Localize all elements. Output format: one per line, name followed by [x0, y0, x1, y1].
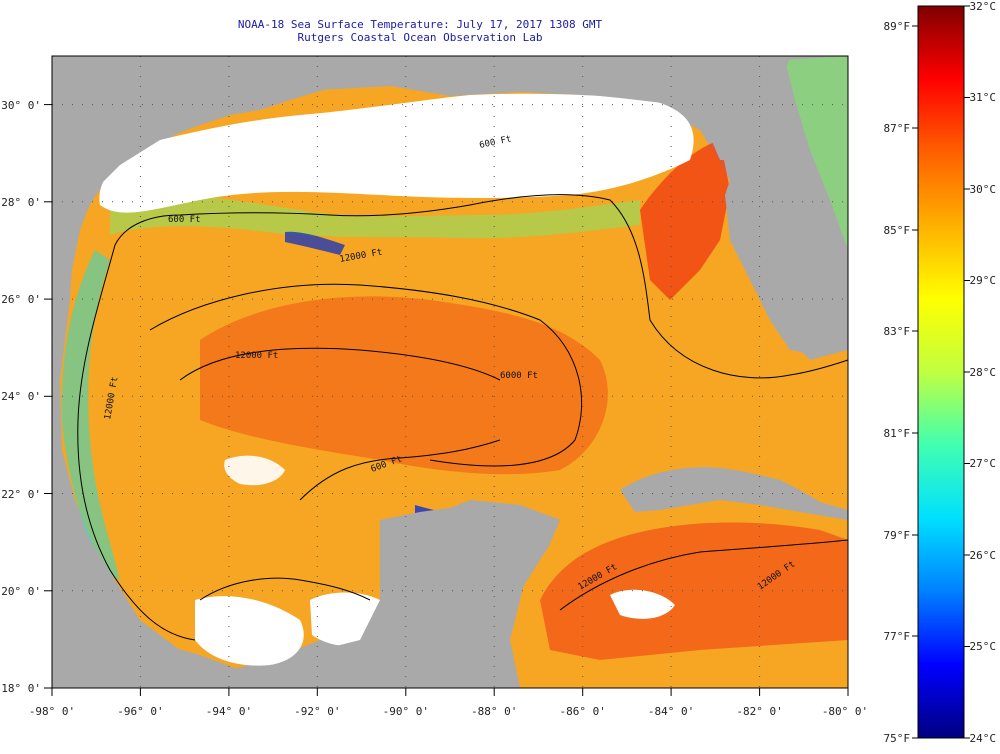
map-layers [52, 56, 848, 688]
contour-600ft-north [114, 194, 849, 379]
cloud-mask-west-center [224, 455, 285, 486]
contour-600ft-south [199, 577, 371, 601]
cloud-mask-south [310, 592, 380, 647]
y-tick-label: 28° 0' [1, 196, 41, 209]
land-florida [725, 100, 840, 355]
colorbar-label-fahrenheit: 87°F [884, 122, 911, 135]
upwelling-patch-north [285, 231, 345, 255]
x-tick-label: -90° 0' [383, 705, 429, 718]
colorbar-label-celsius: 25°C [970, 640, 997, 653]
colorbar-label-fahrenheit: 77°F [884, 630, 911, 643]
land-us-gulf-coast [52, 56, 790, 340]
colorbar-label-fahrenheit: 79°F [884, 529, 911, 542]
contour-label-600ft-west: 600 Ft [168, 215, 201, 225]
contour-12000ft-loop [179, 347, 501, 381]
colorbar-label-fahrenheit: 81°F [884, 427, 911, 440]
bathymetry-contours [77, 194, 849, 641]
cool-coastal-band-west [61, 250, 120, 580]
contour-6000ft-south [299, 439, 501, 501]
warm-loop-area [200, 296, 608, 475]
colorbar-label-celsius: 30°C [970, 183, 997, 196]
land-cuba [620, 467, 848, 520]
contour-label-6000ft: 6000 Ft [500, 371, 538, 381]
caribbean-warm-area [540, 522, 848, 660]
x-tick-label: -92° 0' [294, 705, 340, 718]
colorbar-fahrenheit-ticks [912, 25, 918, 739]
map-frame [51, 55, 849, 689]
x-tick-labels: -98° 0' -96° 0' -94° 0' -92° 0' -90° 0' … [29, 705, 868, 718]
colorbar-gradient [917, 5, 965, 739]
colorbar-label-celsius: 31°C [970, 91, 997, 104]
cloud-mask-southwest [195, 596, 304, 666]
colorbar-label-celsius: 26°C [970, 549, 997, 562]
map-subtitle: Rutgers Coastal Ocean Observation Lab [297, 31, 543, 44]
colorbar-label-fahrenheit: 75°F [884, 732, 911, 745]
axis-ticks [44, 104, 849, 696]
colorbar-label-celsius: 28°C [970, 366, 997, 379]
contour-12000ft-inner [149, 283, 582, 467]
x-tick-label: -98° 0' [29, 705, 75, 718]
cool-coastal-band-north [110, 195, 640, 239]
cloud-mask-north [99, 93, 694, 213]
x-tick-label: -88° 0' [471, 705, 517, 718]
y-tick-label: 26° 0' [1, 293, 41, 306]
y-tick-labels: 18° 0' 20° 0' 22° 0' 24° 0' 26° 0' 28° 0… [1, 99, 41, 695]
y-tick-label: 24° 0' [1, 390, 41, 403]
colorbar-label-fahrenheit: 83°F [884, 325, 911, 338]
colorbar-label-celsius: 32°C [970, 0, 997, 13]
x-tick-label: -82° 0' [736, 705, 782, 718]
contour-12000ft-east [559, 539, 849, 611]
y-tick-label: 30° 0' [1, 99, 41, 112]
colorbar-label-fahrenheit: 85°F [884, 224, 911, 237]
x-tick-label: -94° 0' [206, 705, 252, 718]
land-yucatan [380, 505, 555, 640]
colorbar-celsius-ticks [964, 5, 970, 739]
colorbar-label-celsius: 29°C [970, 274, 997, 287]
y-tick-label: 18° 0' [1, 682, 41, 695]
y-tick-label: 22° 0' [1, 488, 41, 501]
colorbar-label-celsius: 27°C [970, 457, 997, 470]
colorbar-label-celsius: 24°C [970, 732, 997, 745]
contour-600ft-west [77, 244, 196, 641]
x-tick-label: -80° 0' [822, 705, 868, 718]
x-tick-label: -84° 0' [648, 705, 694, 718]
y-tick-label: 20° 0' [1, 585, 41, 598]
colorbar-label-fahrenheit: 89°F [884, 20, 911, 33]
map-title: NOAA-18 Sea Surface Temperature: July 17… [237, 18, 603, 31]
cloud-mask-southeast [610, 589, 675, 619]
x-tick-label: -96° 0' [117, 705, 163, 718]
colorbar: 89°F 87°F 85°F 83°F 81°F 79°F 77°F 75°F … [884, 0, 997, 745]
contour-label-12000ft-center: 12000 Ft [235, 351, 278, 361]
x-tick-label: -86° 0' [560, 705, 606, 718]
warm-shelf-area [640, 140, 730, 300]
